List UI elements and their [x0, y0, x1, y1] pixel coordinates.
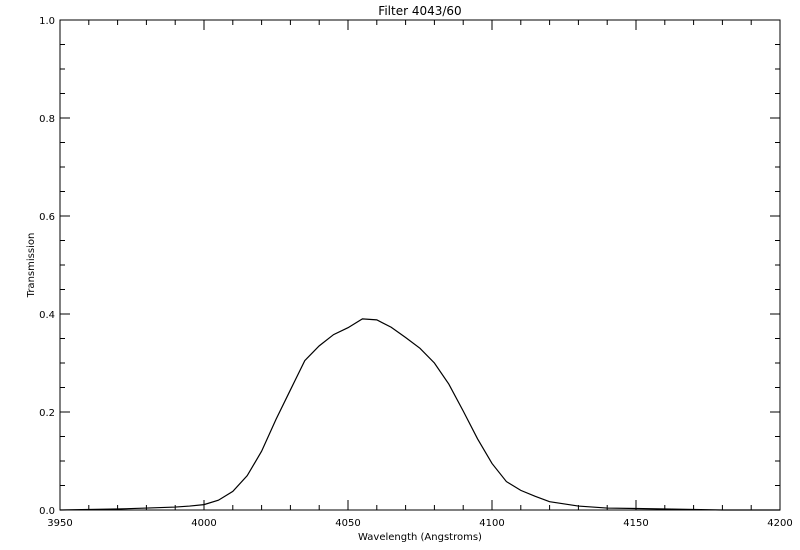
chart-title: Filter 4043/60: [378, 4, 461, 18]
y-axis-ticks: [60, 19, 780, 511]
y-axis-minor-ticks: [60, 44, 780, 486]
x-tick-label: 4050: [335, 518, 360, 529]
x-tick-label: 4000: [191, 518, 216, 529]
x-tick-label: 3950: [47, 518, 72, 529]
y-tick-label: 1.0: [39, 16, 55, 27]
y-tick-label: 0.6: [39, 212, 55, 223]
transmission-curve: [59, 318, 780, 511]
plot-area-frame: [59, 19, 781, 511]
x-axis-ticks: [59, 20, 781, 510]
y-tick-label: 0.8: [39, 114, 55, 125]
y-tick-label: 0.4: [39, 310, 55, 321]
x-tick-label: 4200: [767, 518, 792, 529]
y-tick-label: 0.0: [39, 506, 55, 517]
y-tick-label: 0.2: [39, 408, 55, 419]
x-tick-label: 4100: [479, 518, 504, 529]
x-axis-minor-ticks: [88, 20, 752, 510]
x-axis-tick-labels: 3950 4000 4050 4100 4150 4200: [47, 518, 792, 529]
y-axis-label: Transmission: [26, 233, 37, 299]
x-tick-label: 4150: [623, 518, 648, 529]
x-axis-label: Wavelength (Angstroms): [358, 532, 482, 543]
y-axis-tick-labels: 0.0 0.2 0.4 0.6 0.8 1.0: [39, 16, 55, 517]
